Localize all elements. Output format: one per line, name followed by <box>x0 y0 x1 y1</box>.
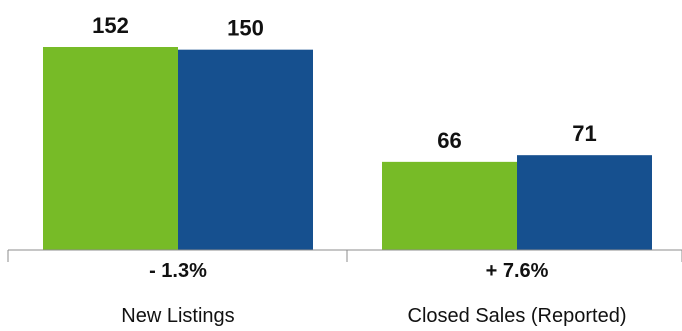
data-label-closed-sales-series-1: 66 <box>437 128 461 153</box>
category-label-new-listings: New Listings <box>121 305 234 327</box>
bar-closed-sales-series-1 <box>382 161 517 250</box>
category-labels-group: New Listings Closed Sales (Reported) <box>121 305 626 327</box>
bar-closed-sales-series-2 <box>517 155 652 250</box>
x-axis <box>7 249 682 262</box>
data-label-closed-sales-series-2: 71 <box>572 121 596 146</box>
change-label-closed-sales: + 7.6% <box>486 260 549 282</box>
bar-new-listings-series-1 <box>43 47 178 250</box>
bars-group <box>43 47 652 250</box>
data-labels-group: 152 150 66 71 <box>92 13 597 153</box>
category-label-closed-sales: Closed Sales (Reported) <box>408 305 627 327</box>
change-label-new-listings: - 1.3% <box>149 260 207 282</box>
data-label-new-listings-series-1: 152 <box>92 13 129 38</box>
change-labels-group: - 1.3% + 7.6% <box>149 260 549 282</box>
bar-new-listings-series-2 <box>178 49 313 250</box>
data-label-new-listings-series-2: 150 <box>227 16 264 41</box>
